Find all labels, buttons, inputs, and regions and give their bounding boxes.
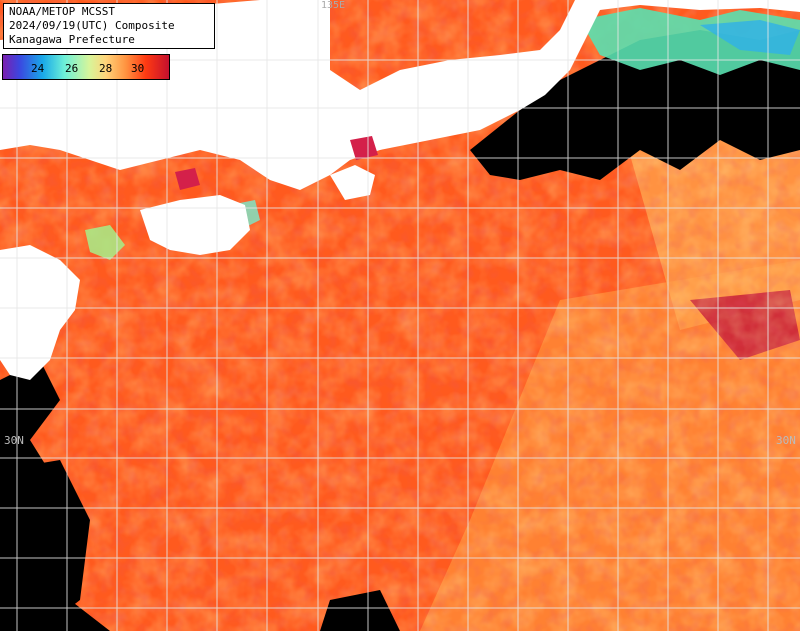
hot-bay-osaka (175, 168, 200, 190)
land-kii (330, 165, 375, 200)
legend-tick-30: 30 (131, 62, 145, 75)
lat-label-left: 30N (4, 434, 24, 447)
cool-patch-ne2 (700, 20, 800, 55)
hot-bay-ise (350, 136, 378, 160)
cloud-mask-south (320, 590, 400, 631)
land-kyushu (0, 245, 80, 380)
cool-patch-west (85, 225, 125, 260)
product-title-box: NOAA/METOP MCSST 2024/09/19(UTC) Composit… (3, 3, 215, 49)
title-line-3: Kanagawa Prefecture (9, 33, 135, 46)
temperature-color-scale: 24 26 28 30 (2, 54, 170, 80)
title-line-2: 2024/09/19(UTC) Composite (9, 19, 175, 32)
lon-label-top: 135E (321, 0, 346, 11)
legend-tick-28: 28 (99, 62, 113, 75)
legend-tick-24: 24 (31, 62, 45, 75)
legend-tick-26: 26 (65, 62, 79, 75)
title-line-1: NOAA/METOP MCSST (9, 5, 115, 18)
lat-label-right: 30N (776, 434, 796, 447)
land-izu (270, 130, 300, 165)
cloud-mask-north2 (540, 90, 600, 140)
